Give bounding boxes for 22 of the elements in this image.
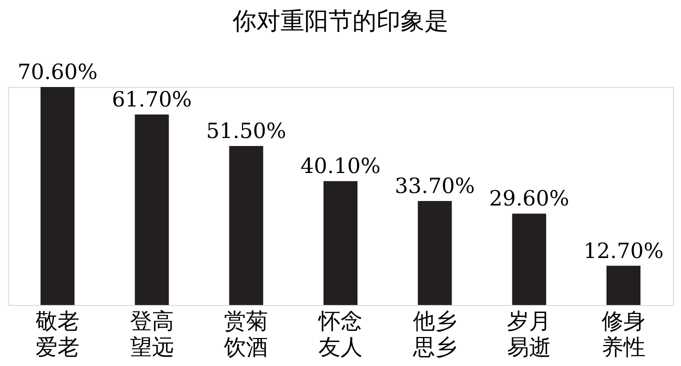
x-tick-label: 怀念友人	[318, 310, 362, 360]
x-tick-label: 岁月易逝	[507, 310, 552, 360]
data-label: 33.70%	[394, 174, 475, 198]
bar	[512, 214, 546, 305]
data-label: 51.50%	[206, 118, 286, 143]
bar	[40, 87, 75, 305]
data-label: 12.70%	[583, 238, 664, 263]
data-label: 61.70%	[112, 87, 192, 112]
bar	[229, 146, 264, 305]
data-label: 40.10%	[300, 154, 381, 178]
data-label: 70.60%	[17, 60, 98, 84]
bar	[324, 181, 358, 305]
data-label: 29.60%	[489, 186, 570, 211]
x-tick-label: 修身养性	[601, 310, 646, 360]
x-tick-label: 赏菊饮酒	[223, 310, 268, 360]
bar	[606, 266, 640, 305]
x-tick-label: 敬老爱老	[36, 310, 80, 360]
x-tick-label: 登高望远	[130, 310, 174, 360]
bar	[418, 200, 452, 305]
x-tick-label: 他乡思乡	[412, 310, 457, 360]
chart-title: 你对重阳节的印象是	[232, 7, 448, 35]
bar	[134, 114, 169, 305]
